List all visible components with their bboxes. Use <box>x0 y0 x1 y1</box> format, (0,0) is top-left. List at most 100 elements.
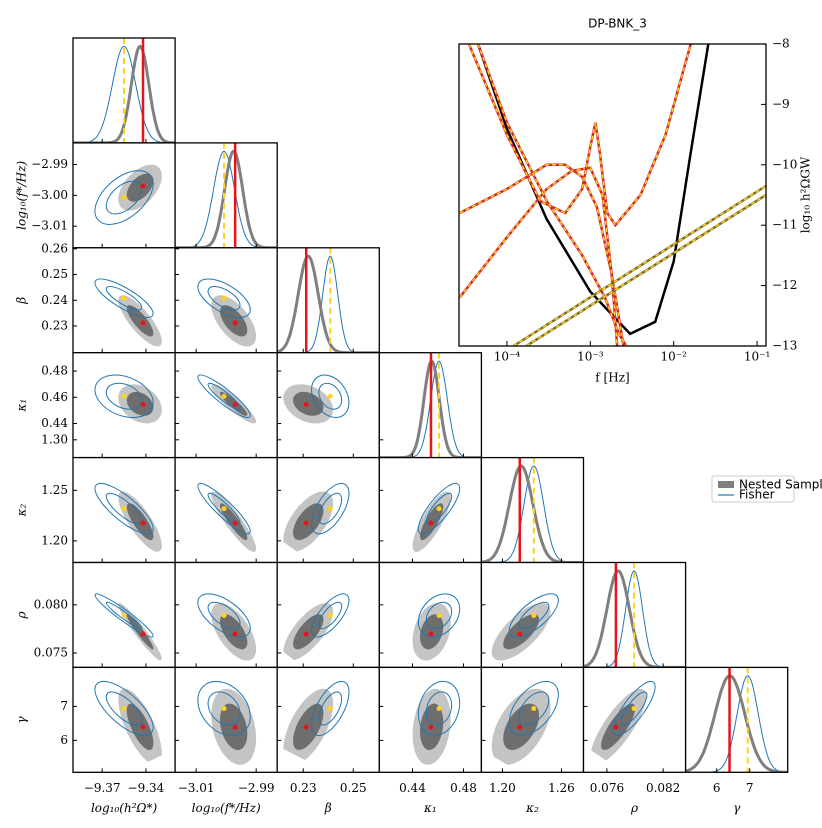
truth-point <box>232 724 238 730</box>
truth-point <box>303 724 309 730</box>
y-tick-label: 1.20 <box>41 533 68 547</box>
fisher-mean-point <box>531 612 537 618</box>
nested-contour-inner <box>503 614 540 650</box>
fisher-contour-inner <box>207 601 241 630</box>
x-tick-label: 6 <box>713 781 721 795</box>
fisher-contour-inner <box>318 492 343 525</box>
truth-point <box>232 401 238 407</box>
y-tick-label: 0.24 <box>41 293 68 307</box>
x-tick-label: 0.076 <box>590 781 624 795</box>
y-axis-label: κ₂ <box>15 504 29 518</box>
truth-point <box>303 401 309 407</box>
fisher-contour-outer <box>417 680 461 737</box>
x-tick-label: 7 <box>746 781 754 795</box>
fisher-contour-inner <box>318 601 343 630</box>
fisher-mean-point <box>531 705 537 711</box>
fisher-contour-outer <box>311 374 350 418</box>
y-tick-label: −11 <box>772 218 797 232</box>
x-tick-label: 0.082 <box>646 781 680 795</box>
truth-point <box>428 724 434 730</box>
nested-contour-inner <box>293 614 324 650</box>
truth-point <box>428 520 434 526</box>
y-axis-label: log₁₀(f*/Hz) <box>15 161 29 230</box>
legend-label: Nested Sampling <box>739 478 822 492</box>
nested-contour-inner <box>126 391 154 416</box>
fisher-mean-point <box>327 506 333 512</box>
nested-contour-inner <box>219 305 248 337</box>
fisher-contour-inner <box>105 180 143 215</box>
truth-point <box>517 631 523 637</box>
y-axis-label: κ₁ <box>15 399 29 413</box>
y-axis-label: ρ <box>15 611 29 619</box>
x-tick-label: 0.44 <box>399 781 426 795</box>
fisher-mean-point <box>121 393 127 399</box>
fisher-contour-inner <box>518 601 550 630</box>
x-axis-label: log₁₀(f*/Hz) <box>192 801 261 815</box>
fisher-mean-point <box>121 612 127 618</box>
fisher-contour-inner <box>518 691 550 726</box>
y-tick-label: 1.30 <box>41 432 68 446</box>
truth-point <box>140 183 146 189</box>
fisher-contour-inner <box>425 601 453 630</box>
fisher-mean-point <box>121 195 127 201</box>
fisher-mean-point <box>327 393 333 399</box>
nested-density <box>685 674 788 773</box>
fisher-contour-outer <box>311 593 350 638</box>
fisher-contour-inner <box>425 492 453 525</box>
y-tick-label: −13 <box>772 339 797 353</box>
truth-point <box>140 724 146 730</box>
fisher-contour-outer <box>94 374 154 418</box>
plot-frame <box>458 43 767 347</box>
truth-point <box>303 631 309 637</box>
y-axis-label: β <box>15 297 29 305</box>
fisher-mean-point <box>221 295 227 301</box>
fisher-contour-inner <box>318 382 343 410</box>
x-tick-label: 10⁻¹ <box>744 350 770 364</box>
x-axis-label: γ <box>733 801 741 815</box>
fisher-contour-inner <box>425 691 453 726</box>
nested-contour-inner <box>126 503 154 541</box>
fisher-contour-outer <box>612 680 656 737</box>
x-tick-label: −2.99 <box>238 781 275 795</box>
y-tick-label: −3.00 <box>31 188 68 202</box>
fisher-mean-point <box>221 612 227 618</box>
x-tick-label: −3.01 <box>178 781 215 795</box>
fisher-contour-outer <box>94 170 154 225</box>
x-tick-label: 0.48 <box>450 781 477 795</box>
fisher-mean-point <box>327 612 333 618</box>
legend-swatch <box>718 481 734 488</box>
fisher-contour-outer <box>94 593 154 638</box>
fisher-mean-point <box>327 705 333 711</box>
series-dash <box>525 194 766 346</box>
y-tick-label: −9 <box>772 97 790 111</box>
truth-point <box>140 631 146 637</box>
legend-label: Fisher <box>739 488 775 502</box>
fisher-contour-outer <box>94 482 154 535</box>
fisher-contour-outer <box>508 680 559 737</box>
truth-point <box>232 320 238 326</box>
x-tick-label: 1.26 <box>548 781 575 795</box>
fisher-mean-point <box>121 705 127 711</box>
truth-point <box>613 724 619 730</box>
fisher-contour-outer <box>197 482 251 535</box>
panel <box>175 142 278 248</box>
x-tick-label: −9.34 <box>128 781 165 795</box>
fisher-contour-inner <box>207 285 241 311</box>
fisher-contour-outer <box>311 680 350 737</box>
truth-point <box>140 320 146 326</box>
y-tick-label: 1.25 <box>41 483 68 497</box>
y-axis-label: log₁₀ h²ΩGW <box>799 156 813 233</box>
y-axis-label: γ <box>15 715 29 723</box>
fisher-contour-inner <box>318 691 343 726</box>
series-dash <box>477 44 627 346</box>
series-dash <box>459 166 618 346</box>
y-tick-label: 7 <box>60 699 68 713</box>
truth-point <box>303 520 309 526</box>
x-tick-label: 10⁻³ <box>577 350 604 364</box>
fisher-contour-outer <box>417 593 461 638</box>
truth-point <box>428 631 434 637</box>
fisher-contour-outer <box>197 680 251 737</box>
fisher-contour-inner <box>207 492 241 525</box>
fisher-contour-outer <box>197 278 251 318</box>
